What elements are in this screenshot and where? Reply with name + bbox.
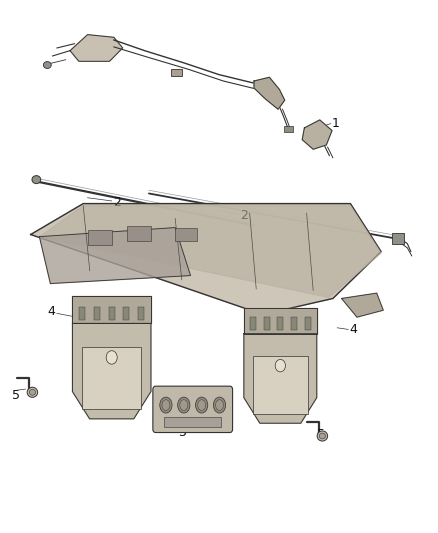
- Ellipse shape: [32, 176, 41, 183]
- Text: 3: 3: [178, 426, 186, 439]
- Bar: [82, 347, 141, 409]
- Ellipse shape: [180, 400, 188, 410]
- Bar: [284, 126, 293, 132]
- Ellipse shape: [178, 397, 190, 413]
- Ellipse shape: [29, 389, 35, 395]
- Text: 2: 2: [240, 209, 248, 222]
- Polygon shape: [244, 308, 317, 334]
- Bar: [250, 317, 256, 330]
- Polygon shape: [31, 204, 381, 314]
- Polygon shape: [342, 293, 383, 317]
- Bar: [392, 233, 404, 244]
- Polygon shape: [72, 324, 151, 419]
- Bar: [253, 356, 307, 414]
- Ellipse shape: [195, 397, 208, 413]
- Bar: [88, 230, 112, 245]
- Ellipse shape: [213, 397, 226, 413]
- Text: 2: 2: [113, 196, 121, 208]
- Bar: [175, 228, 197, 241]
- Ellipse shape: [215, 400, 223, 410]
- Ellipse shape: [160, 397, 172, 413]
- Polygon shape: [39, 228, 191, 284]
- Text: 5: 5: [318, 428, 325, 441]
- Polygon shape: [39, 206, 381, 297]
- Bar: [109, 306, 115, 320]
- FancyBboxPatch shape: [153, 386, 233, 433]
- Ellipse shape: [317, 431, 328, 441]
- Bar: [171, 69, 182, 76]
- Polygon shape: [254, 77, 285, 109]
- Bar: [304, 317, 311, 330]
- Text: 5: 5: [12, 389, 20, 402]
- Polygon shape: [70, 35, 123, 61]
- Bar: [94, 306, 100, 320]
- Text: 1: 1: [332, 117, 340, 130]
- Bar: [124, 306, 130, 320]
- Bar: [164, 417, 221, 427]
- Ellipse shape: [27, 387, 38, 398]
- Bar: [291, 317, 297, 330]
- Bar: [138, 306, 144, 320]
- Bar: [79, 306, 85, 320]
- Ellipse shape: [162, 400, 170, 410]
- Text: 4: 4: [350, 323, 357, 336]
- Ellipse shape: [43, 62, 51, 68]
- Circle shape: [106, 351, 117, 364]
- Bar: [277, 317, 283, 330]
- Polygon shape: [72, 296, 151, 324]
- Bar: [264, 317, 270, 330]
- Ellipse shape: [198, 400, 205, 410]
- Bar: [127, 226, 151, 241]
- Polygon shape: [244, 334, 317, 423]
- Ellipse shape: [319, 433, 325, 439]
- Text: 4: 4: [47, 305, 55, 318]
- Circle shape: [275, 359, 286, 372]
- Polygon shape: [302, 120, 332, 149]
